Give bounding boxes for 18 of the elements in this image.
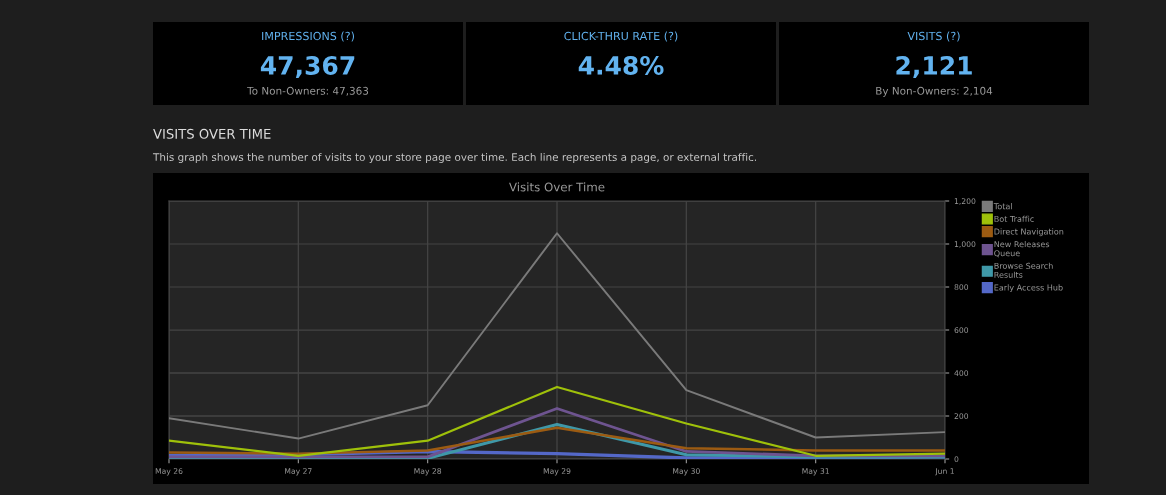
legend-label: Total (993, 203, 1012, 210)
text: 2,121 (896, 55, 972, 79)
line-series (169, 232, 945, 440)
text: This graph shows the number of visits to your store page over time. Each line represents a page, or external traffic. (152, 152, 757, 164)
text: 4.48% (578, 55, 664, 75)
legend-label: Direct Navigation (994, 228, 1064, 237)
legend-label: Browse Search Results (994, 262, 1053, 278)
legend-label: Early Access Hub (994, 284, 1063, 293)
chart-title: Visits Over Time (509, 182, 605, 192)
text: 47,367 (260, 55, 355, 79)
text: CLICK-THRU RATE (?) (564, 31, 678, 42)
text: IMPRESSIONS (?) (262, 31, 354, 42)
text: To Non-Owners: 47,363 (247, 86, 369, 96)
legend-label: Bot Traffic (994, 215, 1034, 222)
text: VISITS (?) (907, 31, 960, 42)
legend-label: New Releases Queue (994, 240, 1050, 258)
text: VISITS OVER TIME (153, 128, 271, 139)
text: By Non-Owners: 2,104 (876, 86, 993, 97)
